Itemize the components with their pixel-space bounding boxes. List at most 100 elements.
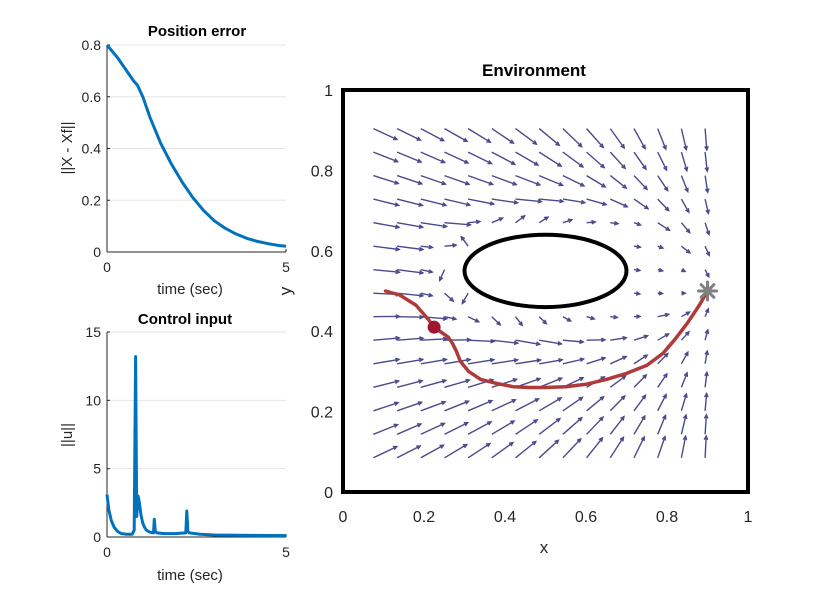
vector-arrowhead xyxy=(465,378,471,384)
vector-arrowhead xyxy=(394,379,401,385)
vector-arrow xyxy=(420,222,447,228)
vector-arrow xyxy=(396,198,423,207)
control-input-panel: Control input 0 5 10 15 0 5 time (sec) ||u|| xyxy=(59,311,290,584)
vector-arrowhead xyxy=(418,246,425,252)
vector-arrow xyxy=(373,337,400,341)
vector-arrow xyxy=(515,151,539,166)
vector-arrow xyxy=(444,292,454,302)
environment-ytick-label: 1 xyxy=(324,83,333,100)
vector-arrow xyxy=(562,174,585,187)
vector-arrow xyxy=(680,175,689,192)
environment-xtick-label: 1 xyxy=(744,509,753,526)
vector-arrow xyxy=(586,128,604,148)
vector-arrowhead xyxy=(642,373,648,379)
vector-arrowhead xyxy=(703,434,709,441)
vector-arrowhead xyxy=(395,357,401,363)
vector-arrow xyxy=(396,358,423,365)
current-position-marker xyxy=(427,320,441,334)
vector-arrowhead xyxy=(664,206,670,212)
vector-arrow xyxy=(680,245,691,254)
vector-arrowhead xyxy=(598,416,605,422)
vector-arrow xyxy=(396,151,422,163)
control-input-xtick-label: 0 xyxy=(103,544,111,560)
position-error-ytick-label: 0.8 xyxy=(82,37,102,53)
vector-arrow xyxy=(396,174,423,185)
position-error-xlabel: time (sec) xyxy=(157,281,223,298)
vector-arrow xyxy=(633,354,648,365)
vector-arrowhead xyxy=(466,357,472,363)
vector-arrowhead xyxy=(487,399,494,405)
vector-arrow xyxy=(680,393,688,411)
vector-arrowhead xyxy=(704,167,710,173)
vector-arrowhead xyxy=(513,340,520,346)
vector-arrow xyxy=(609,128,625,149)
vector-arrowhead xyxy=(464,400,471,405)
vector-arrowhead xyxy=(442,316,449,321)
vector-arrowhead xyxy=(622,335,628,341)
vector-arrowhead xyxy=(579,182,586,187)
vector-arrowhead xyxy=(416,445,422,450)
vector-arrowhead xyxy=(395,269,401,275)
vector-arrow xyxy=(515,359,541,365)
vector-arrowhead xyxy=(395,335,401,341)
vector-arrowhead xyxy=(567,218,574,224)
vector-arrow xyxy=(610,337,627,341)
vector-arrow xyxy=(444,198,470,206)
vector-arrowhead xyxy=(579,377,585,382)
vector-arrowhead xyxy=(704,307,710,313)
vector-arrow xyxy=(373,174,399,185)
vector-arrow xyxy=(539,359,563,365)
vector-arrow xyxy=(633,175,648,190)
vector-arrowhead xyxy=(394,180,400,185)
control-input-title: Control input xyxy=(138,311,232,328)
vector-arrow xyxy=(562,396,583,412)
vector-arrow xyxy=(420,338,447,341)
vector-arrowhead xyxy=(580,199,587,205)
vector-arrow xyxy=(562,198,585,204)
vector-arrowhead xyxy=(474,318,481,323)
vector-arrowhead xyxy=(635,267,642,273)
vector-arrowhead xyxy=(460,235,466,241)
vector-arrowhead xyxy=(620,143,626,150)
vector-arrowhead xyxy=(394,224,401,230)
vector-arrow xyxy=(396,423,422,435)
vector-arrow xyxy=(420,269,433,273)
vector-arrowhead xyxy=(662,393,667,399)
vector-arrow xyxy=(704,414,708,435)
vector-arrowhead xyxy=(452,243,458,248)
vector-arrow xyxy=(633,151,647,170)
vector-arrowhead xyxy=(441,202,448,207)
vector-arrowhead xyxy=(598,436,604,442)
vector-arrowhead xyxy=(532,140,538,146)
environment-xtick-label: 0.2 xyxy=(413,509,435,526)
vector-arrow xyxy=(420,174,446,185)
vector-arrowhead xyxy=(439,444,445,449)
vector-arrowhead xyxy=(464,180,471,186)
vector-arrow xyxy=(467,151,492,165)
vector-arrow xyxy=(467,198,494,205)
vector-arrowhead xyxy=(498,217,505,222)
vector-arrowhead xyxy=(486,138,492,144)
vector-arrow xyxy=(657,373,668,388)
vector-arrowhead xyxy=(417,180,424,185)
vector-arrowhead xyxy=(419,336,425,341)
vector-arrow xyxy=(657,333,669,341)
vector-arrowhead xyxy=(418,357,425,363)
vector-arrow xyxy=(397,292,423,297)
vector-arrowhead xyxy=(441,379,448,384)
vector-arrow xyxy=(373,151,398,163)
vector-arrow xyxy=(539,198,564,202)
vector-arrowhead xyxy=(393,158,400,163)
vector-arrow xyxy=(373,127,398,141)
vector-arrowhead xyxy=(496,320,502,327)
vector-arrowhead xyxy=(641,414,646,421)
vector-arrowhead xyxy=(394,202,401,207)
vector-arrow xyxy=(657,415,667,435)
vector-arrow xyxy=(467,359,494,365)
vector-arrowhead xyxy=(487,160,493,165)
vector-arrowhead xyxy=(441,400,447,406)
vector-arrow xyxy=(467,399,493,412)
vector-arrowhead xyxy=(449,297,455,303)
vector-arrowhead xyxy=(685,228,691,234)
vector-arrowhead xyxy=(590,315,596,321)
